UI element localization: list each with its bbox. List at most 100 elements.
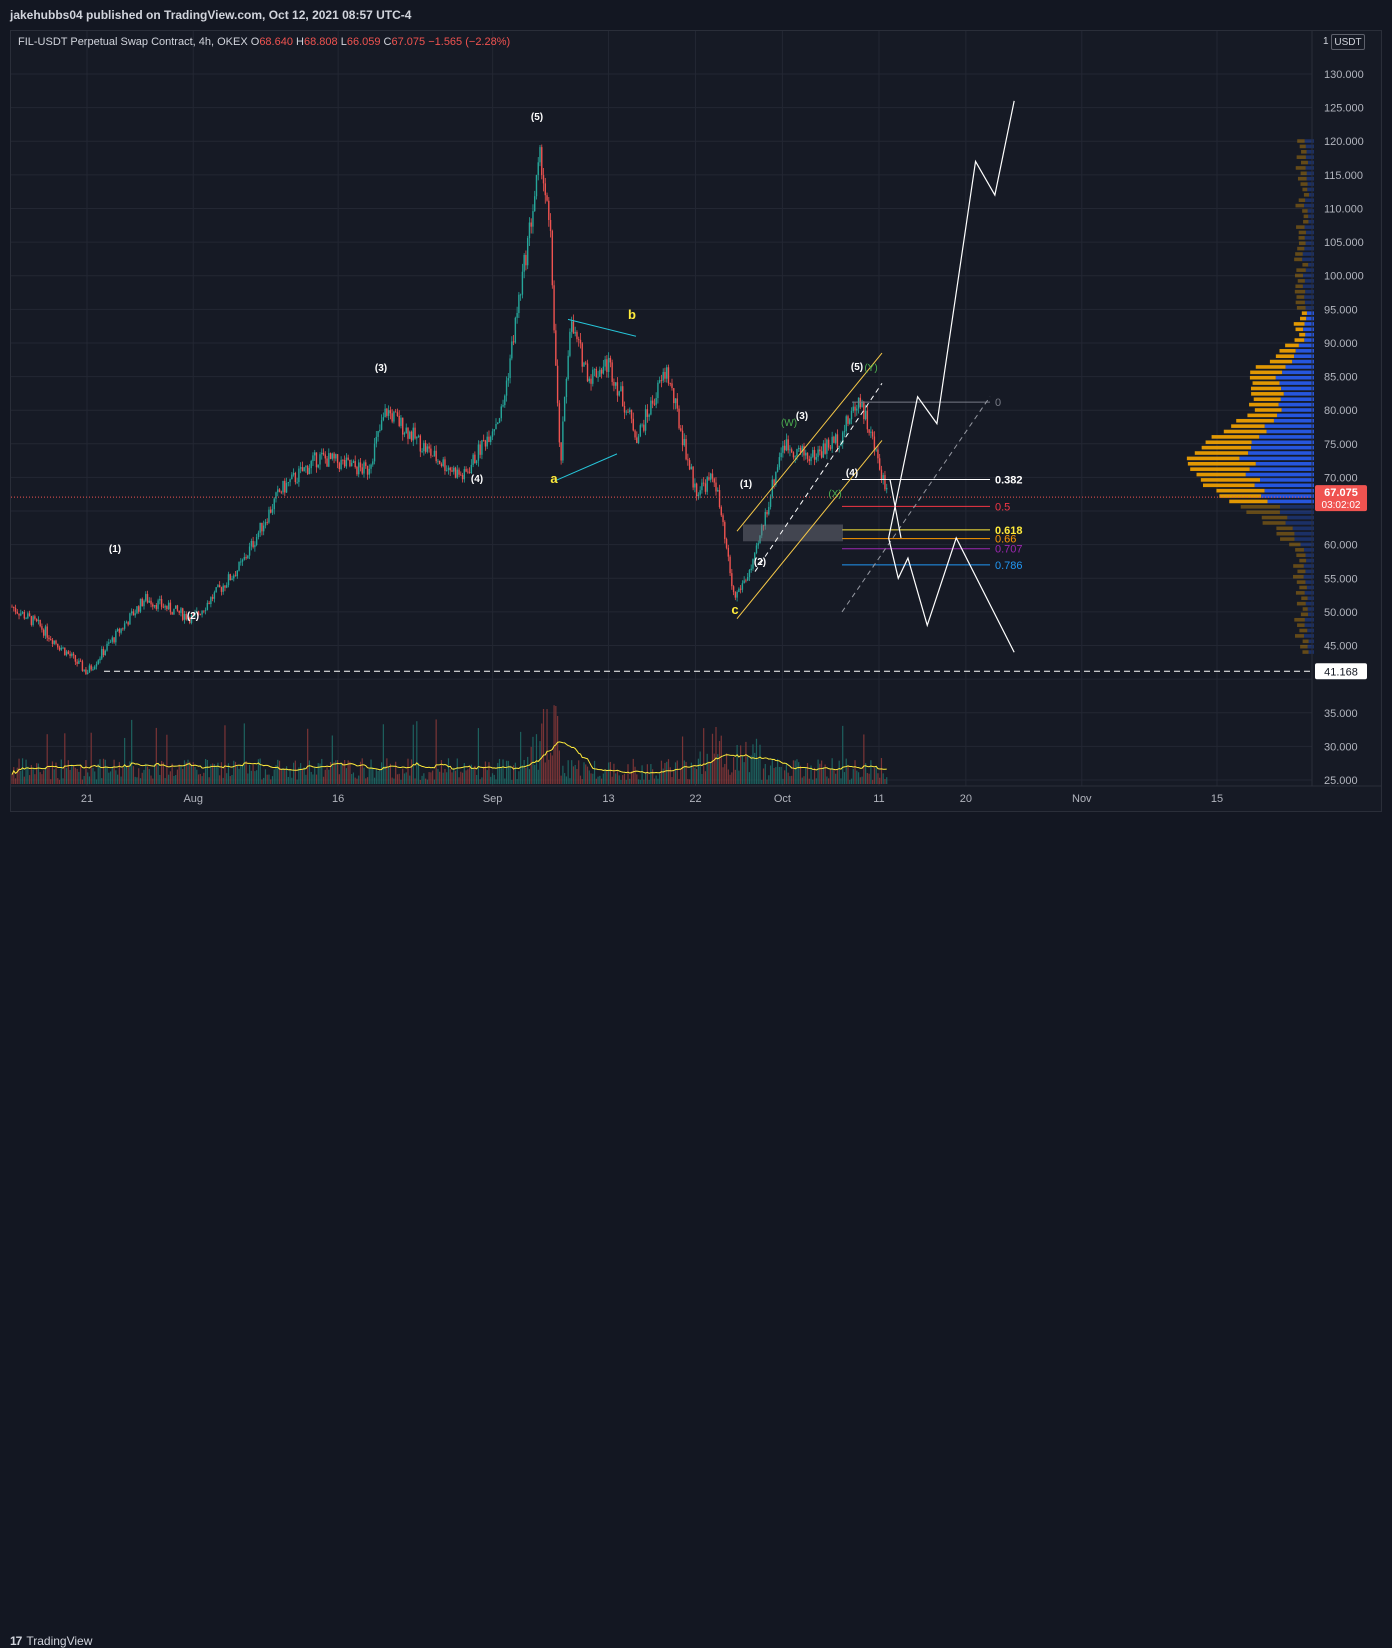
wave-label-white: (4): [846, 468, 858, 479]
volume-bar: [548, 759, 550, 784]
vp-bar-down: [1289, 542, 1301, 547]
volume-bar: [426, 779, 428, 784]
candle-body: [442, 459, 444, 467]
volume-bar: [271, 776, 274, 784]
candle-body: [314, 452, 316, 456]
close-label: C: [383, 36, 392, 48]
candle-body: [532, 211, 534, 227]
vp-bar-up: [1303, 574, 1314, 579]
volume-bar: [733, 757, 735, 784]
candle-body: [270, 509, 272, 513]
tradingview-logo[interactable]: 17 TradingView: [10, 1634, 92, 1648]
volume-bar: [639, 779, 641, 784]
candle-body: [778, 457, 781, 468]
vp-bar-down: [1302, 650, 1309, 654]
volume-bar: [162, 762, 164, 784]
vp-bar-down: [1298, 236, 1305, 240]
volume-bar: [659, 773, 661, 784]
candle-body: [534, 196, 536, 212]
chart-frame[interactable]: [10, 30, 1382, 812]
candle-body: [306, 466, 309, 475]
candle-body: [30, 616, 33, 625]
channel-mid: [754, 383, 883, 572]
candle-body: [866, 410, 869, 430]
channel-projection: [841, 396, 991, 613]
symbol-name[interactable]: FIL-USDT Perpetual Swap Contract, 4h, OK…: [18, 36, 248, 48]
volume-bar: [769, 765, 772, 784]
volume-bar: [590, 773, 592, 784]
candle-body: [600, 369, 603, 374]
volume-bar: [55, 762, 57, 784]
volume-bar: [488, 762, 490, 784]
candle-body: [289, 479, 291, 483]
candle-body: [324, 454, 326, 459]
candle-body: [614, 382, 617, 386]
candle-body: [377, 431, 379, 437]
vp-bar-down: [1231, 424, 1265, 428]
volume-bar: [16, 767, 18, 784]
price-tick-label: 25.000: [1324, 775, 1358, 787]
volume-bar: [604, 769, 606, 784]
low-value: 66.059: [346, 36, 381, 48]
volume-bar: [557, 715, 559, 784]
volume-bar: [803, 776, 805, 784]
tradingview-logo-icon: 17: [10, 1634, 22, 1648]
candle-body: [35, 618, 38, 622]
volume-bar: [183, 760, 186, 784]
volume-bar: [64, 733, 66, 784]
time-tick-label: 21: [81, 793, 93, 805]
time-tick-label: Oct: [774, 793, 791, 805]
candle-body: [39, 619, 41, 627]
candle-body: [710, 473, 712, 480]
volume-bar: [504, 778, 506, 784]
volume-bar: [117, 774, 119, 784]
volume-bar: [192, 762, 194, 784]
volume-bar: [127, 765, 129, 784]
volume-bar: [541, 723, 543, 784]
volume-bar: [815, 778, 817, 784]
candle-body: [182, 608, 184, 620]
candle-body: [870, 431, 872, 433]
candle-body: [90, 665, 92, 670]
vp-bar-down: [1302, 262, 1309, 267]
vp-bar-down: [1253, 397, 1281, 402]
candle-body: [183, 614, 186, 620]
volume-bar: [627, 764, 629, 784]
volume-bar: [831, 758, 833, 784]
volume-bar: [30, 765, 32, 784]
volume-bar: [754, 752, 756, 784]
volume-bar: [287, 776, 289, 784]
volume-bar: [461, 772, 464, 784]
projection-bullish: [888, 100, 1015, 539]
currency-button[interactable]: USDT: [1331, 34, 1365, 50]
candle-body: [884, 475, 886, 490]
open-value: 68.640: [259, 36, 293, 48]
volume-bar: [505, 760, 508, 784]
volume-bar: [775, 767, 777, 784]
volume-bar: [629, 778, 631, 784]
volume-bar: [373, 777, 376, 784]
volume-bar: [544, 762, 546, 784]
candle-body: [247, 555, 249, 559]
volume-bar: [231, 774, 233, 784]
wave-label-white: (3): [375, 363, 387, 374]
candle-body: [738, 588, 740, 593]
volume-bar: [514, 762, 516, 784]
candle-body: [569, 331, 571, 356]
volume-bar: [344, 760, 346, 784]
volume-bar: [843, 772, 846, 784]
volume-bar: [586, 766, 589, 784]
axes: 130.000125.000120.000115.000110.000105.0…: [11, 31, 1381, 805]
volume-bar: [523, 759, 525, 784]
volume-bar: [152, 778, 154, 784]
volume-bar: [671, 777, 673, 784]
price-tick-label: 35.000: [1324, 708, 1358, 720]
volume-bar: [748, 772, 751, 784]
wave-label-white: (4): [471, 474, 483, 485]
candle-body: [23, 612, 26, 619]
candle-body: [847, 416, 849, 424]
volume-bar: [491, 773, 494, 784]
volume-bar: [236, 765, 238, 784]
candle-body: [572, 321, 575, 334]
